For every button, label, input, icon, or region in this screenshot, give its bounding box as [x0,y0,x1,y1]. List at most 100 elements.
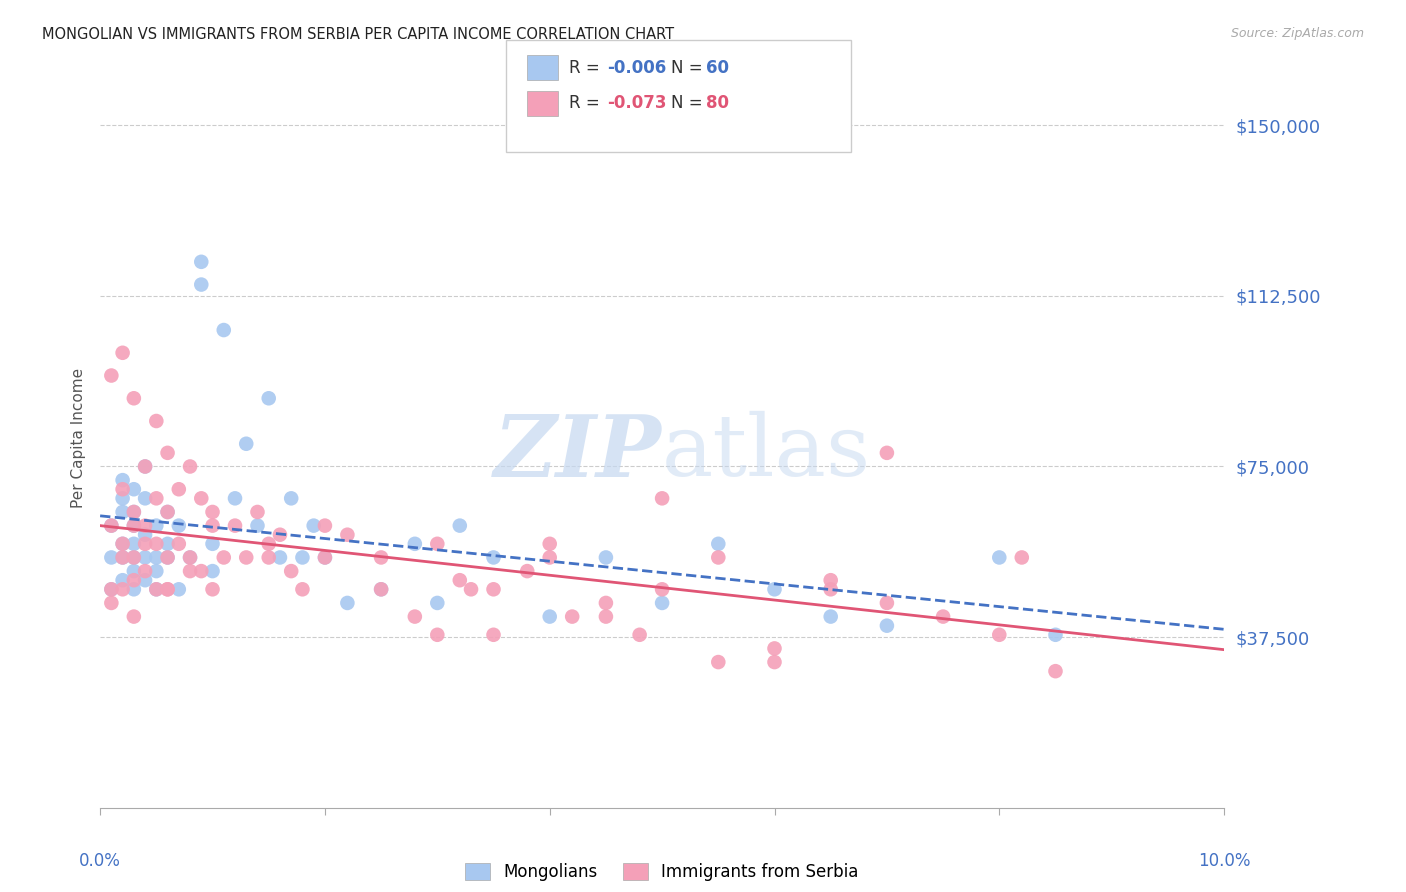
Point [201,564,224,578]
Point [628,628,651,642]
Point [707,655,730,669]
Point [122,550,145,565]
Point [370,582,392,597]
Point [370,550,392,565]
Point [212,323,235,337]
Point [595,609,617,624]
Point [763,582,786,597]
Point [145,582,167,597]
Point [100,550,122,565]
Point [122,582,145,597]
Point [336,596,359,610]
Point [156,582,179,597]
Point [932,609,955,624]
Text: R =: R = [569,59,606,77]
Point [100,582,122,597]
Point [156,550,179,565]
Point [449,573,471,587]
Point [595,596,617,610]
Point [876,618,898,632]
Point [538,537,561,551]
Point [190,255,212,269]
Point [1045,628,1067,642]
Point [426,596,449,610]
Point [538,550,561,565]
Point [111,537,134,551]
Point [111,473,134,487]
Point [257,550,280,565]
Point [122,609,145,624]
Point [561,609,583,624]
Point [404,537,426,551]
Point [516,564,538,578]
Point [820,573,842,587]
Point [100,368,122,383]
Point [122,505,145,519]
Point [235,550,257,565]
Text: Source: ZipAtlas.com: Source: ZipAtlas.com [1230,27,1364,40]
Point [651,596,673,610]
Point [145,414,167,428]
Point [156,582,179,597]
Text: ZIP: ZIP [495,411,662,494]
Point [314,550,336,565]
Text: 60: 60 [706,59,728,77]
Point [1045,664,1067,678]
Point [449,518,471,533]
Point [876,446,898,460]
Point [404,609,426,624]
Point [134,459,156,474]
Point [707,550,730,565]
Point [482,550,505,565]
Point [651,491,673,506]
Point [201,537,224,551]
Point [190,564,212,578]
Point [145,491,167,506]
Point [145,550,167,565]
Point [1011,550,1033,565]
Point [269,527,291,541]
Point [156,550,179,565]
Text: atlas: atlas [662,411,872,494]
Point [257,391,280,405]
Point [111,346,134,360]
Point [336,527,359,541]
Point [179,459,201,474]
Point [111,550,134,565]
Point [482,628,505,642]
Point [426,628,449,642]
Point [707,537,730,551]
Point [111,505,134,519]
Point [179,550,201,565]
Point [122,573,145,587]
Point [820,582,842,597]
Point [122,550,145,565]
Point [595,550,617,565]
Point [156,505,179,519]
Point [190,277,212,292]
Point [111,550,134,565]
Point [122,537,145,551]
Point [122,564,145,578]
Point [122,482,145,496]
Point [820,609,842,624]
Point [145,582,167,597]
Point [482,582,505,597]
Point [988,628,1011,642]
Point [111,482,134,496]
Point [876,596,898,610]
Text: R =: R = [569,95,606,112]
Point [145,518,167,533]
Point [167,518,190,533]
Text: -0.006: -0.006 [607,59,666,77]
Point [167,582,190,597]
Point [134,550,156,565]
Point [111,537,134,551]
Point [122,391,145,405]
Text: N =: N = [671,59,707,77]
Point [460,582,482,597]
Point [538,609,561,624]
Point [100,582,122,597]
Point [201,582,224,597]
Point [426,537,449,551]
